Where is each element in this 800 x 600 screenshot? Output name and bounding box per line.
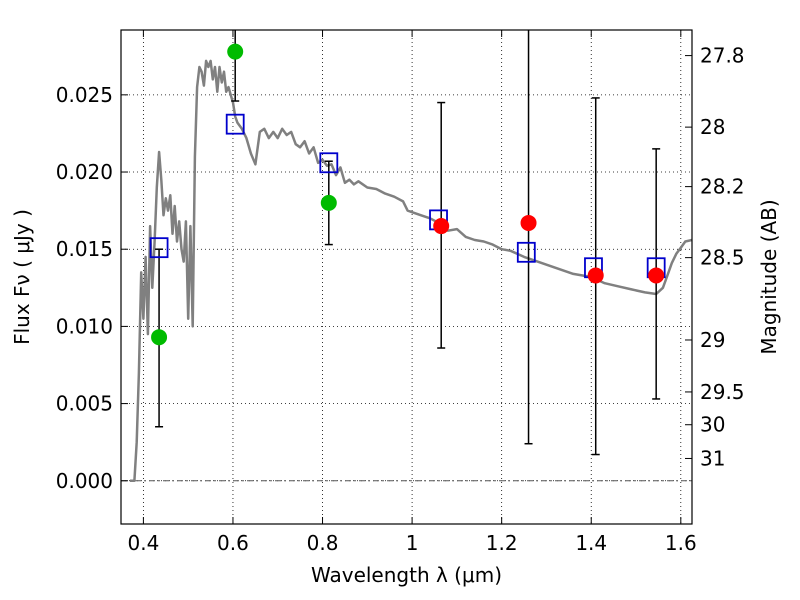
- right-tick-label: 28: [700, 115, 725, 139]
- right-tick-label: 31: [700, 446, 725, 470]
- right-tick-label: 27.8: [700, 44, 745, 68]
- y-tick-label: 0.020: [56, 160, 113, 184]
- y-tick-label: 0.010: [56, 314, 113, 338]
- y-tick-label: 0.000: [56, 469, 113, 493]
- x-tick-label: 0.8: [307, 531, 339, 555]
- y-tick-label: 0.005: [56, 392, 113, 416]
- plot-frame: [120, 29, 693, 525]
- observed-point: [151, 329, 168, 346]
- x-tick-label: 0.4: [127, 531, 159, 555]
- model-photometry-square: [225, 113, 245, 135]
- right-tick-label: 29.5: [700, 380, 745, 404]
- right-axis-label: Magnitude (AB): [757, 199, 781, 354]
- x-tick-label: 1: [406, 531, 419, 555]
- x-axis-label: Wavelength λ (μm): [311, 563, 502, 587]
- model-photometry-square: [319, 152, 339, 174]
- x-tick-label: 1.6: [665, 531, 697, 555]
- model-spectrum-line: [130, 59, 692, 483]
- series-layer: [130, 30, 692, 483]
- observed-point: [227, 43, 244, 60]
- x-tick-label: 0.6: [217, 531, 249, 555]
- y-tick-label: 0.015: [56, 237, 113, 261]
- right-tick-label: 28.2: [700, 175, 745, 199]
- observed-point: [433, 218, 450, 235]
- observed-point: [587, 267, 604, 284]
- right-tick-label: 28.5: [700, 246, 745, 270]
- model-photometry-square: [149, 237, 169, 259]
- x-tick-label: 1.2: [486, 531, 518, 555]
- observed-point: [520, 214, 537, 231]
- y-tick-label: 0.025: [56, 83, 113, 107]
- x-tick-label: 1.4: [575, 531, 607, 555]
- ticks: 0.4 0.6 0.8 1 1.2 1.4 1.6 0.000 0.005 0.010 0.015 0…: [56, 30, 745, 555]
- observed-point: [320, 194, 337, 211]
- right-tick-label: 29: [700, 328, 725, 352]
- y-axis-label: Flux Fν ( μJy ): [10, 209, 34, 345]
- right-tick-label: 30: [700, 413, 725, 437]
- clipped-series: [130, 30, 692, 483]
- observed-point: [648, 267, 665, 284]
- model-photometry-square: [516, 241, 536, 263]
